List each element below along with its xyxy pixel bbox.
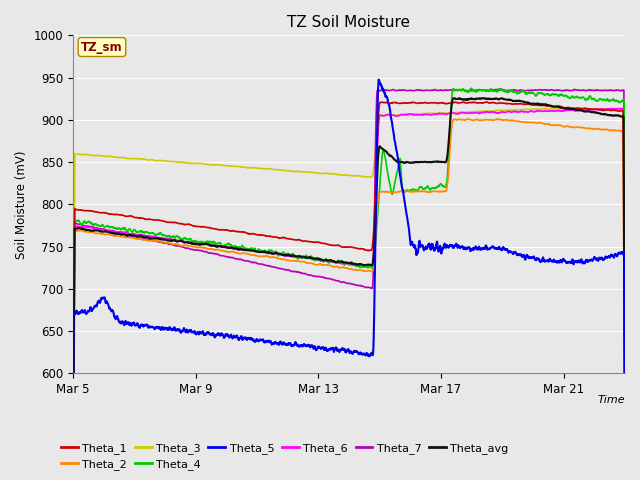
Text: Time: Time <box>597 396 625 405</box>
Y-axis label: Soil Moisture (mV): Soil Moisture (mV) <box>15 150 28 259</box>
Text: TZ_sm: TZ_sm <box>81 40 123 54</box>
Title: TZ Soil Moisture: TZ Soil Moisture <box>287 15 410 30</box>
Legend: Theta_1, Theta_2, Theta_3, Theta_4, Theta_5, Theta_6, Theta_7, Theta_avg: Theta_1, Theta_2, Theta_3, Theta_4, Thet… <box>57 438 513 474</box>
